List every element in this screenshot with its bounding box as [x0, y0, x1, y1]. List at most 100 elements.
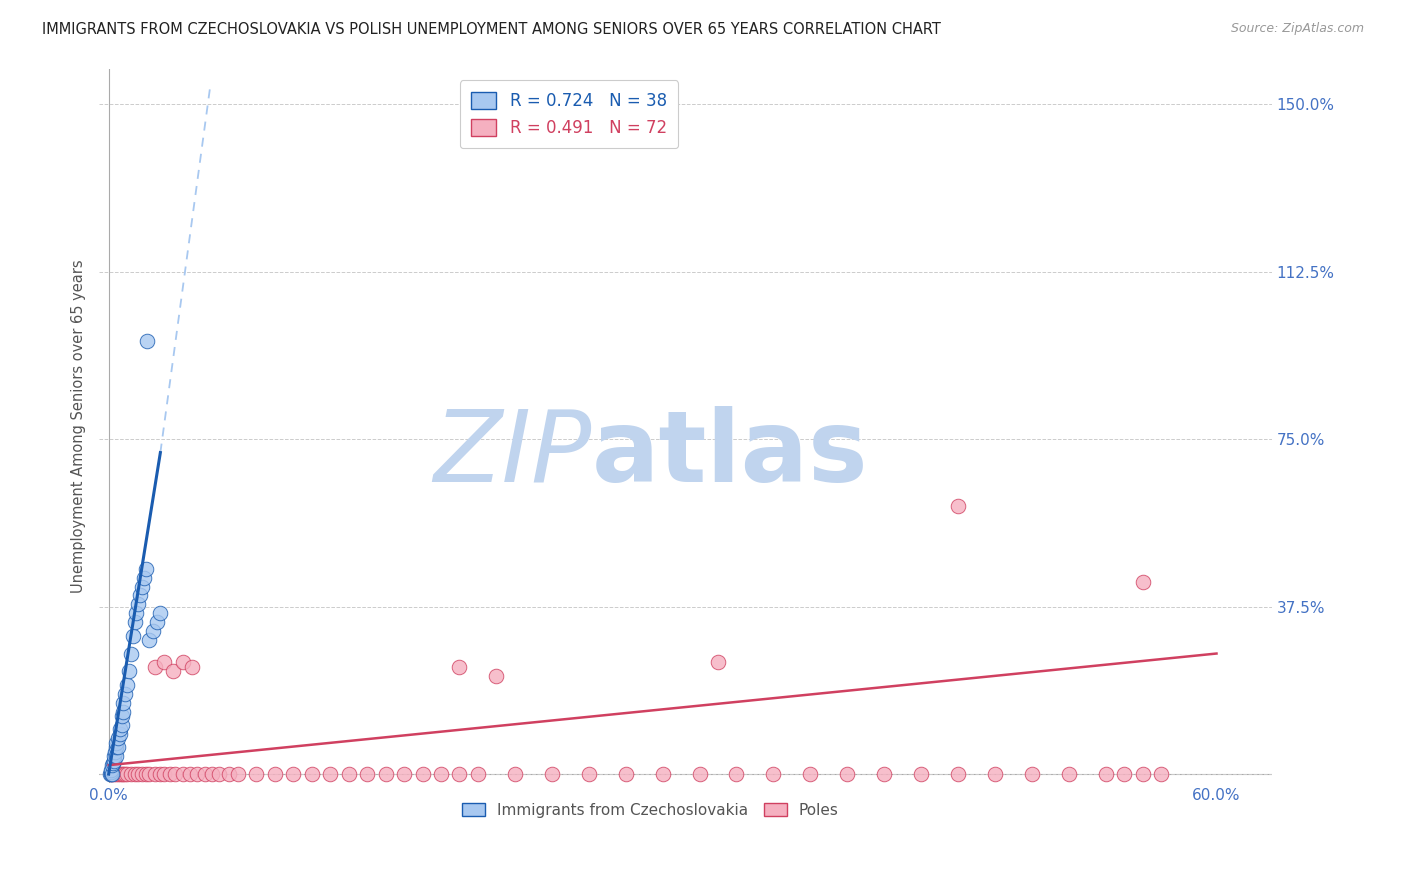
Point — [143, 767, 166, 781]
Point — [118, 665, 141, 679]
Point — [112, 767, 135, 781]
Point — [651, 767, 673, 781]
Point — [179, 767, 201, 781]
Point — [762, 767, 785, 781]
Point — [100, 767, 122, 781]
Point — [110, 709, 132, 723]
Point — [131, 580, 153, 594]
Point — [614, 767, 637, 781]
Point — [172, 656, 194, 670]
Point — [799, 767, 821, 781]
Point — [143, 660, 166, 674]
Point — [120, 767, 142, 781]
Point — [1021, 767, 1043, 781]
Point — [245, 767, 267, 781]
Point — [112, 696, 135, 710]
Point — [725, 767, 748, 781]
Point — [105, 767, 128, 781]
Text: ZIP: ZIP — [433, 406, 592, 503]
Point — [108, 727, 131, 741]
Point — [135, 767, 157, 781]
Point — [165, 767, 187, 781]
Point — [107, 740, 129, 755]
Point — [108, 767, 131, 781]
Point — [101, 767, 124, 781]
Y-axis label: Unemployment Among Seniors over 65 years: Unemployment Among Seniors over 65 years — [72, 259, 86, 592]
Point — [108, 723, 131, 737]
Point — [105, 740, 128, 755]
Point — [100, 764, 122, 779]
Text: Source: ZipAtlas.com: Source: ZipAtlas.com — [1230, 22, 1364, 36]
Point — [136, 334, 159, 348]
Point — [412, 767, 434, 781]
Point — [131, 767, 153, 781]
Point — [180, 660, 202, 674]
Point — [301, 767, 323, 781]
Point — [127, 598, 149, 612]
Point — [120, 647, 142, 661]
Point — [837, 767, 859, 781]
Point — [100, 763, 122, 777]
Text: IMMIGRANTS FROM CZECHOSLOVAKIA VS POLISH UNEMPLOYMENT AMONG SENIORS OVER 65 YEAR: IMMIGRANTS FROM CZECHOSLOVAKIA VS POLISH… — [42, 22, 941, 37]
Point — [337, 767, 360, 781]
Point — [101, 767, 124, 781]
Point — [103, 749, 125, 764]
Point — [946, 767, 969, 781]
Point — [103, 767, 125, 781]
Point — [115, 678, 138, 692]
Point — [1094, 767, 1116, 781]
Point — [125, 607, 148, 621]
Point — [132, 571, 155, 585]
Point — [201, 767, 224, 781]
Point — [578, 767, 600, 781]
Point — [112, 705, 135, 719]
Point — [110, 718, 132, 732]
Text: atlas: atlas — [592, 406, 869, 503]
Point — [946, 499, 969, 513]
Point — [142, 624, 165, 639]
Point — [356, 767, 378, 781]
Point — [374, 767, 396, 781]
Point — [105, 736, 128, 750]
Point — [114, 687, 136, 701]
Point — [103, 754, 125, 768]
Point — [100, 767, 122, 781]
Point — [283, 767, 305, 781]
Point — [540, 767, 562, 781]
Point — [1150, 767, 1173, 781]
Point — [707, 656, 730, 670]
Point — [162, 665, 184, 679]
Point — [107, 767, 129, 781]
Point — [115, 767, 138, 781]
Point — [218, 767, 240, 781]
Point — [1132, 575, 1154, 590]
Point — [153, 656, 176, 670]
Point — [319, 767, 342, 781]
Point — [110, 767, 132, 781]
Point — [430, 767, 453, 781]
Point — [159, 767, 181, 781]
Point — [172, 767, 194, 781]
Point — [114, 767, 136, 781]
Point — [503, 767, 526, 781]
Point — [121, 629, 143, 643]
Point — [124, 767, 146, 781]
Point — [392, 767, 415, 781]
Point — [1132, 767, 1154, 781]
Point — [910, 767, 932, 781]
Point — [124, 615, 146, 630]
Point — [449, 660, 471, 674]
Point — [467, 767, 489, 781]
Point — [263, 767, 285, 781]
Point — [149, 767, 172, 781]
Point — [127, 767, 149, 781]
Point — [103, 756, 125, 770]
Point — [138, 633, 160, 648]
Point — [104, 745, 127, 759]
Point — [98, 767, 121, 781]
Point — [984, 767, 1007, 781]
Point — [873, 767, 896, 781]
Point — [449, 767, 471, 781]
Point — [145, 615, 167, 630]
Point — [129, 589, 152, 603]
